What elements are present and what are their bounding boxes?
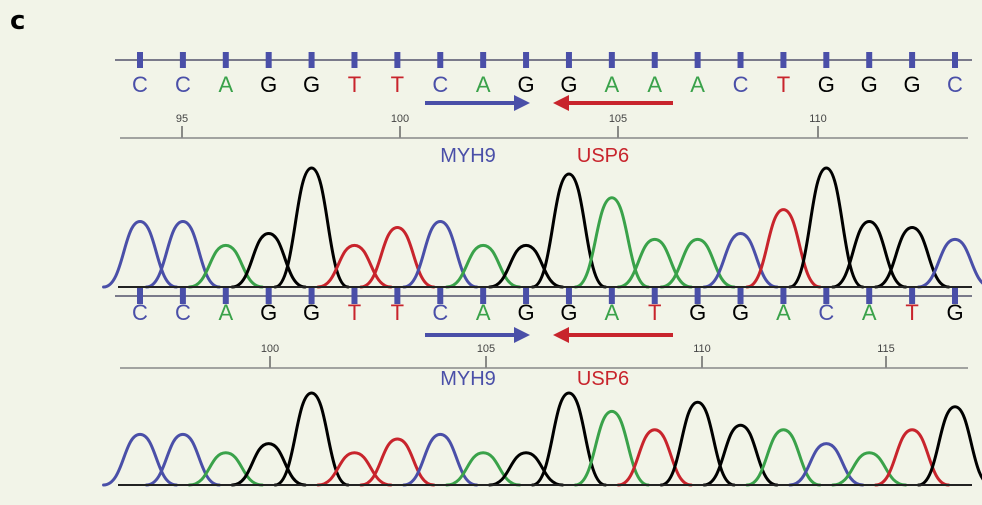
base-letter: C — [175, 300, 191, 325]
base-letter: T — [348, 72, 361, 97]
base-letter: A — [218, 300, 233, 325]
base-letter: G — [260, 300, 277, 325]
gene-label-usp6: USP6 — [577, 145, 629, 167]
base-letter: T — [905, 300, 918, 325]
usp6-arrowhead — [553, 95, 569, 111]
base-tick — [394, 52, 400, 68]
base-letter: T — [391, 72, 404, 97]
chromatogram-track-2: C C A G G T T C A G G A T G G A C A T G 100 105 110 115 MYH9 USP6 — [104, 288, 982, 485]
base-tick — [780, 52, 786, 68]
base-letter: C — [733, 72, 749, 97]
base-letter: T — [648, 300, 661, 325]
base-tick — [309, 52, 315, 68]
position-label: 100 — [261, 343, 279, 355]
base-tick — [137, 52, 143, 68]
base-letter: G — [517, 72, 534, 97]
position-label: 105 — [609, 113, 627, 125]
base-tick — [823, 52, 829, 68]
base-letter: A — [647, 72, 662, 97]
base-letter: A — [690, 72, 705, 97]
base-letter: A — [862, 300, 877, 325]
base-letter: A — [604, 300, 619, 325]
base-letter: G — [560, 72, 577, 97]
base-tick — [180, 52, 186, 68]
base-letter: G — [732, 300, 749, 325]
chromatogram-peak — [318, 453, 391, 485]
position-label: 110 — [693, 343, 711, 355]
base-letter: A — [218, 72, 233, 97]
base-tick — [566, 52, 572, 68]
base-letter: G — [946, 300, 963, 325]
base-tick — [351, 52, 357, 68]
chromatogram-peak — [919, 407, 982, 485]
base-tick — [609, 52, 615, 68]
chromatogram-peak — [232, 444, 305, 485]
base-letter: C — [818, 300, 834, 325]
chromatogram-peak — [704, 233, 777, 287]
chromatogram-track-1: C C A G G T T C A G G A A A C T G G G C 95 100 105 110 MYH9 USP6 — [104, 52, 982, 287]
base-letter: A — [604, 72, 619, 97]
chromatogram-peak — [318, 245, 391, 287]
base-tick — [866, 52, 872, 68]
position-label: 100 — [391, 113, 409, 125]
base-letter: C — [132, 72, 148, 97]
base-tick — [523, 52, 529, 68]
chromatogram-peak — [232, 233, 305, 287]
chromatogram-peak — [618, 430, 691, 485]
base-tick — [695, 52, 701, 68]
chromatogram-peak — [661, 402, 734, 485]
base-tick — [652, 52, 658, 68]
gene-label-usp6: USP6 — [577, 368, 629, 390]
base-tick — [266, 52, 272, 68]
usp6-arrowhead — [553, 327, 569, 343]
base-letter: C — [432, 300, 448, 325]
base-letter: G — [560, 300, 577, 325]
base-letter: A — [476, 300, 491, 325]
base-letter: C — [432, 72, 448, 97]
base-letter: G — [260, 72, 277, 97]
base-tick — [738, 52, 744, 68]
chromatogram-peak — [532, 174, 605, 287]
position-label: 105 — [477, 343, 495, 355]
base-letter: G — [303, 72, 320, 97]
base-letter: C — [132, 300, 148, 325]
base-letter: T — [777, 72, 790, 97]
chromatogram-peak — [790, 168, 863, 287]
myh9-arrowhead — [514, 95, 530, 111]
base-letter: C — [947, 72, 963, 97]
gene-label-myh9: MYH9 — [440, 368, 496, 390]
base-letter: G — [861, 72, 878, 97]
base-letter: G — [689, 300, 706, 325]
base-letter: G — [303, 300, 320, 325]
base-letter: G — [904, 72, 921, 97]
base-tick — [223, 52, 229, 68]
base-tick — [437, 52, 443, 68]
chromatogram-peak — [790, 444, 863, 485]
base-letter: C — [175, 72, 191, 97]
base-letter: G — [517, 300, 534, 325]
gene-label-myh9: MYH9 — [440, 145, 496, 167]
chromatogram-peak — [919, 239, 982, 287]
myh9-arrowhead — [514, 327, 530, 343]
position-label: 95 — [176, 113, 188, 125]
base-tick — [909, 52, 915, 68]
position-label: 115 — [877, 343, 895, 355]
base-letter: A — [476, 72, 491, 97]
base-letter: G — [818, 72, 835, 97]
base-letter: T — [348, 300, 361, 325]
base-letter: A — [776, 300, 791, 325]
base-letter: T — [391, 300, 404, 325]
chromatogram-peak — [876, 430, 949, 485]
base-tick — [480, 52, 486, 68]
position-label: 110 — [809, 113, 827, 125]
chromatogram-peak — [532, 393, 605, 485]
base-tick — [952, 52, 958, 68]
